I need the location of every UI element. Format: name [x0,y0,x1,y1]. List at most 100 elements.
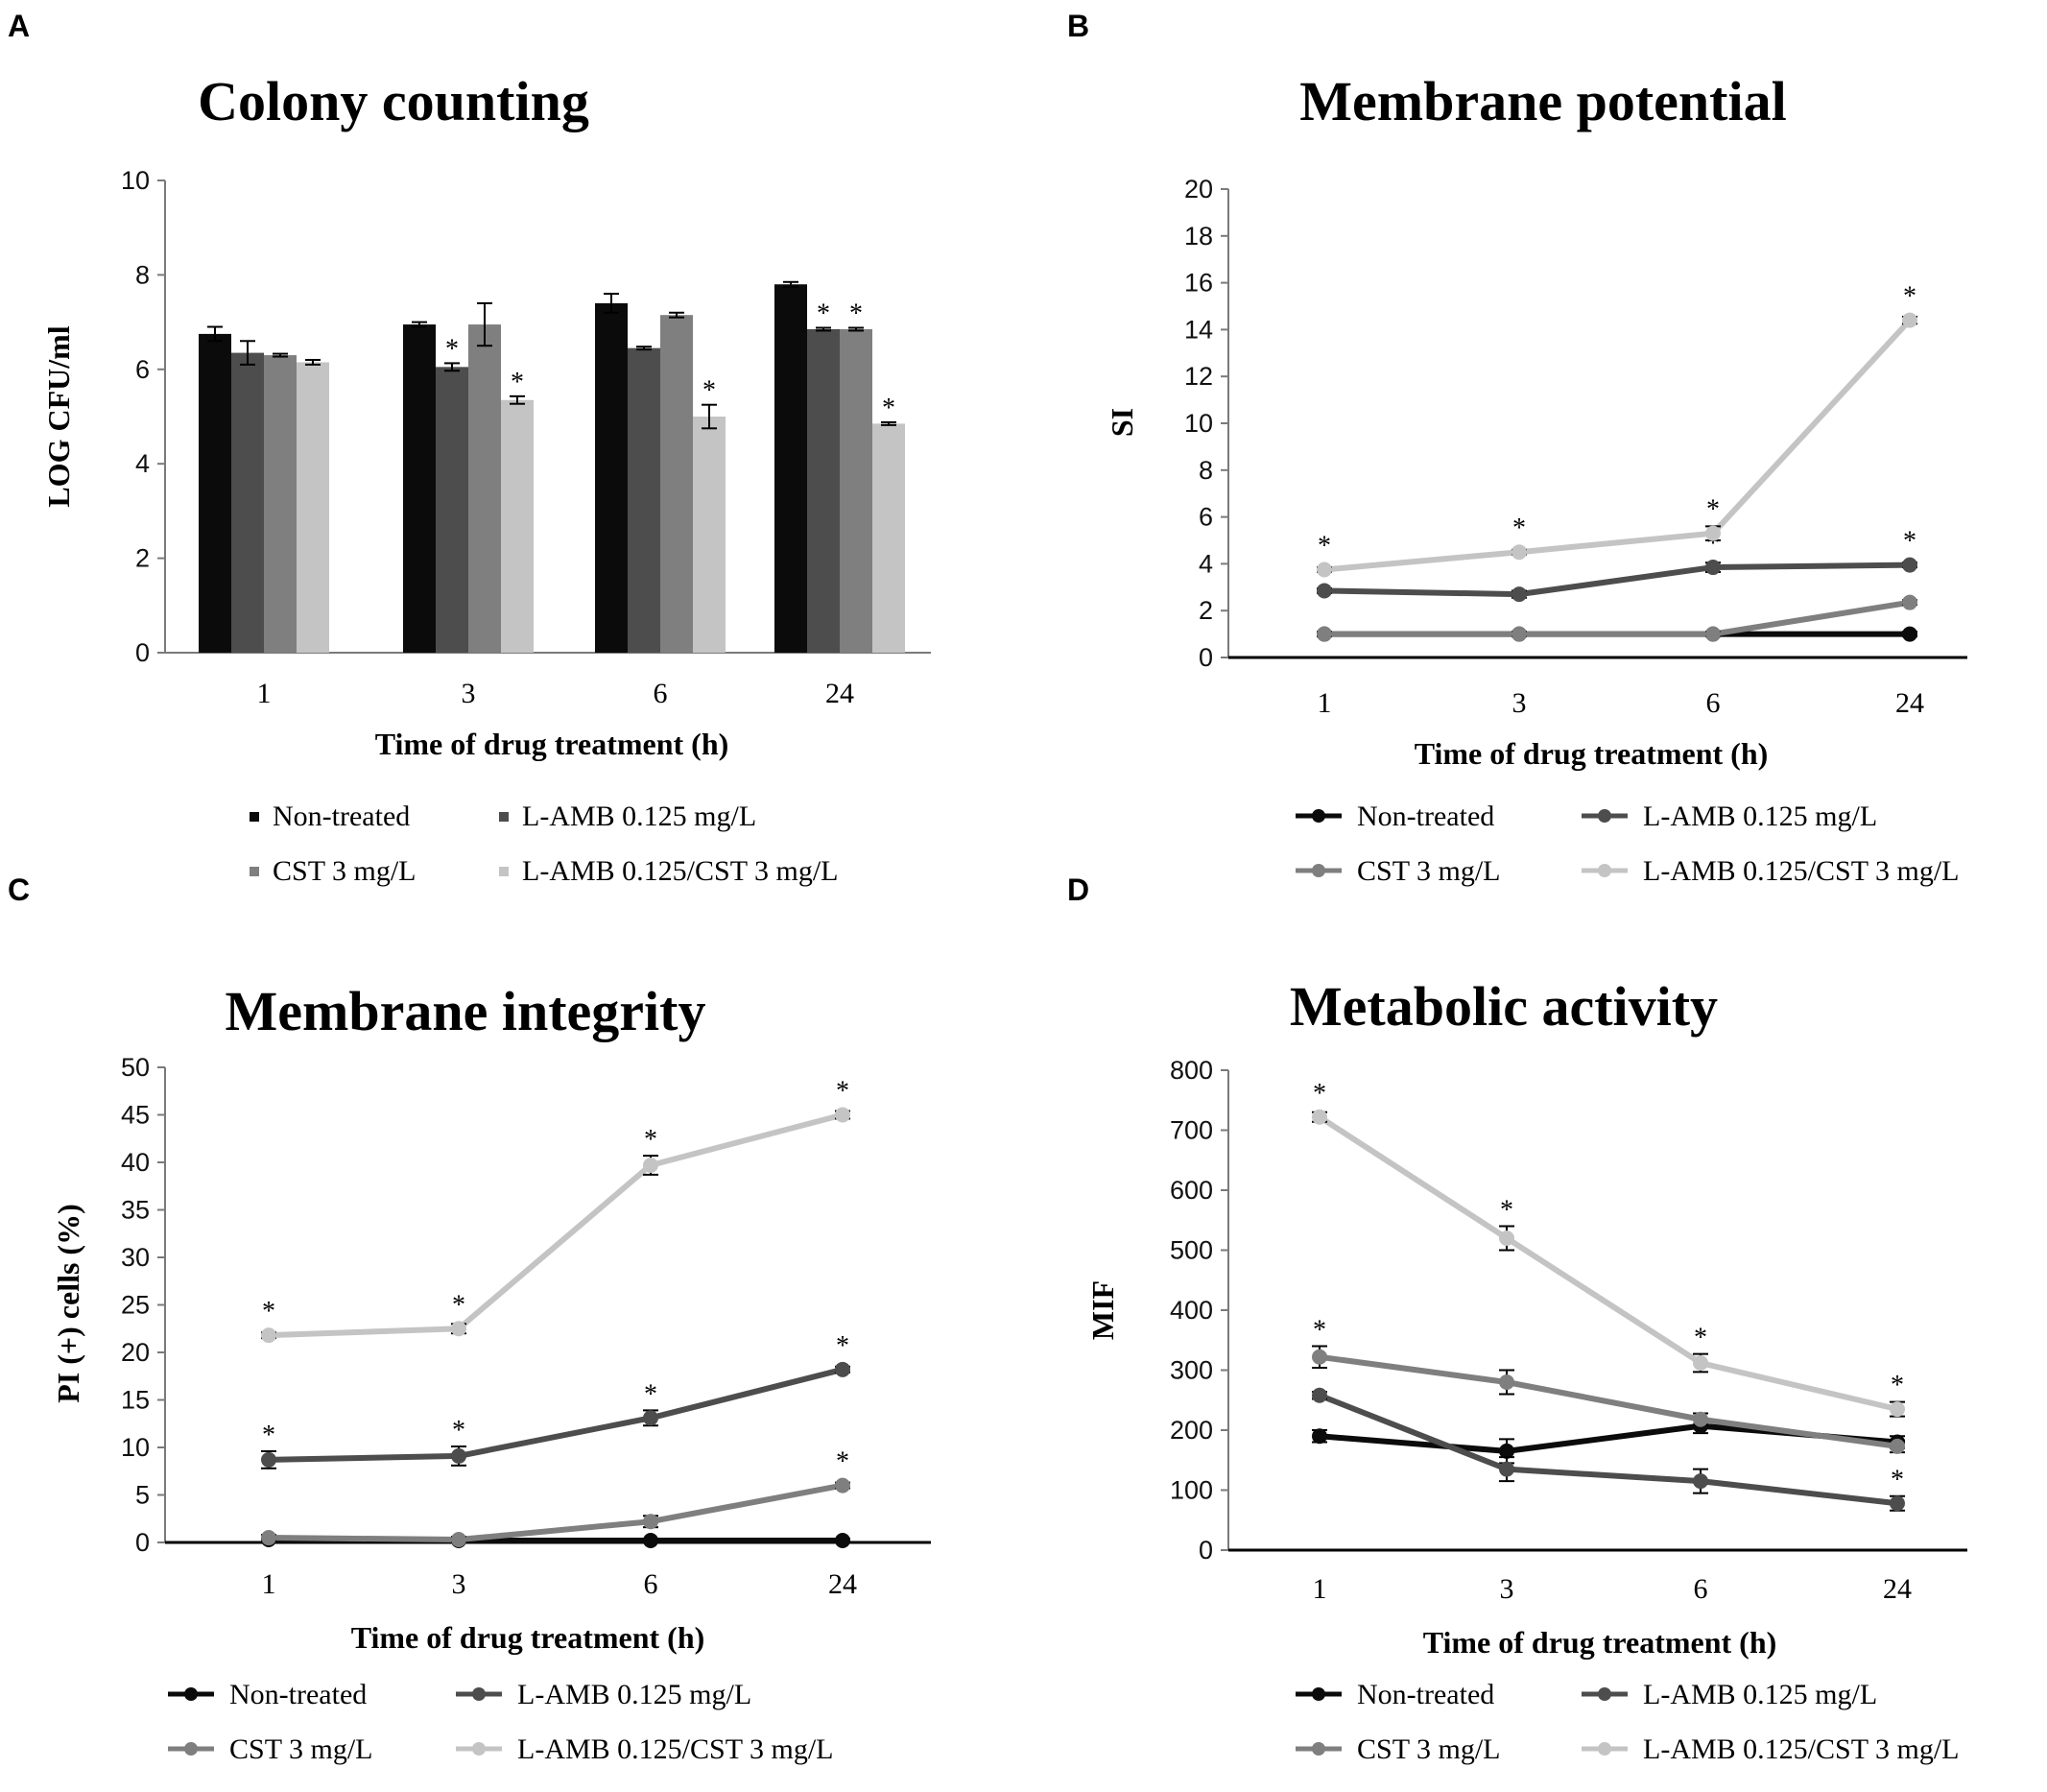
panel-d-series-line [1318,1114,1898,1413]
panel-c-significance-mark: * [836,1331,849,1361]
panel-b-legend-label: L-AMB 0.125 mg/L [1643,800,1877,832]
panel-a-bar [436,367,468,653]
panel-a-y-label: LOG CFU/ml [41,325,76,507]
panel-b-legend-label: L-AMB 0.125/CST 3 mg/L [1643,855,1959,887]
panel-b-x-label: Time of drug treatment (h) [1415,736,1769,771]
panel-d-series-line [1319,1353,1898,1449]
panel-a-y-tick-label: 2 [135,544,150,573]
panel-a-letter: A [8,9,30,43]
panel-c-y-tick-label: 25 [121,1291,150,1320]
panel-b-y-tick-label: 18 [1184,222,1213,251]
panel-d-y-label: MIF [1085,1280,1120,1340]
panel-b-x-tick-label: 24 [1895,687,1924,719]
panel-d-data-point [1693,1411,1708,1427]
panel-b-legend-marker [1312,864,1325,877]
panel-b-data-point [1902,312,1917,328]
panel-a-legend-swatch [499,867,509,876]
panel-d-legend-label: Non-treated [1357,1679,1494,1710]
panel-c-y-tick-label: 20 [121,1338,150,1367]
panel-b-y-tick-label: 14 [1184,315,1213,344]
panel-d-legend-label: L-AMB 0.125 mg/L [1643,1679,1877,1710]
panel-a-legend-swatch [250,867,259,876]
panel-d-legend-marker [1312,1742,1325,1756]
panel-a-significance-mark: * [849,299,863,329]
panel-b-y-tick-label: 6 [1199,503,1213,532]
panel-a-significance-mark: * [511,368,524,397]
panel-c-data-point [451,1447,466,1464]
panel-d-data-point [1499,1231,1514,1246]
panel-a-significance-mark: * [882,394,895,423]
panel-b-y-tick-label: 2 [1199,596,1213,625]
panel-b-legend-marker [1598,864,1611,877]
panel-d-x-tick-label: 24 [1883,1573,1912,1605]
panel-b-significance-mark: * [1903,282,1916,312]
panel-c-significance-mark: * [452,1416,465,1446]
panel-a-x-label: Time of drug treatment (h) [375,727,729,761]
panel-c: C Membrane integrity 0 5 10 15 20 25 30 35 40 45 50 1… [8,872,931,1765]
panel-d-x-tick-label: 3 [1500,1573,1514,1605]
panel-a-bar [468,324,501,653]
panel-d-data-point [1312,1109,1327,1125]
panel-c-data-point [261,1451,276,1468]
panel-d-legend-marker [1312,1687,1325,1701]
panel-b-data-point [1511,544,1527,561]
panel-c-data-point [835,1107,850,1123]
panel-b-data-point [1902,626,1917,642]
panel-b-significance-mark: * [1706,495,1720,525]
panel-b-y-tick-label: 4 [1199,549,1213,578]
panel-a-bar [807,328,840,653]
panel-c-data-point [261,1327,276,1344]
panel-d-y-tick-label: 300 [1170,1356,1213,1385]
panel-c-legend-label: Non-treated [229,1679,367,1710]
panel-a-y-tick-label: 10 [121,166,150,195]
panel-a-legend-swatch [250,812,259,822]
panel-c-data-point [261,1530,276,1546]
panel-b-legend: Non-treated L-AMB 0.125 mg/L CST 3 mg/L L-A… [1296,800,1959,887]
panel-d-legend-label: L-AMB 0.125/CST 3 mg/L [1643,1733,1959,1765]
panel-b-letter: B [1067,9,1089,43]
panel-c-x-tick-label: 24 [828,1568,857,1600]
panel-b-y-tick-label: 0 [1199,643,1213,672]
panel-c-y-tick-label: 10 [121,1433,150,1462]
panel-a-bar [231,352,264,653]
panel-a-y-tick-label: 4 [135,449,150,478]
panel-d-significance-mark: * [1313,1079,1326,1109]
panel-b-y-tick-label: 8 [1199,456,1213,485]
panel-b-series-line [1323,561,1911,598]
panel-b-y-label: SI [1105,408,1139,437]
panel-a-bar [403,324,436,653]
panel-b-data-point [1511,586,1527,603]
panel-a-bar [628,347,660,653]
panel-b-legend-marker [1312,809,1325,823]
panel-c-legend: Non-treated L-AMB 0.125 mg/L CST 3 mg/L L-A… [168,1679,833,1765]
panel-c-y-tick-label: 45 [121,1101,150,1130]
panel-d-legend-label: CST 3 mg/L [1357,1733,1500,1765]
panel-b-data-point [1902,594,1917,610]
panel-d-data-point [1499,1443,1514,1459]
panel-c-y-label: PI (+) cells (%) [51,1204,85,1403]
panel-a-y-tick-label: 8 [135,260,150,289]
panel-c-x-tick-label: 6 [644,1568,658,1600]
panel-d-significance-mark: * [1891,1465,1904,1494]
panel-d-data-point [1312,1387,1327,1403]
panel-a-legend-label: L-AMB 0.125 mg/L [522,800,756,832]
panel-a-significance-mark: * [817,299,830,329]
panel-a-x-tick-label: 1 [257,678,272,709]
panel-b-data-point [1317,561,1332,578]
panel-a-y-tick-label: 0 [135,638,150,667]
panel-d-y-tick-label: 0 [1199,1536,1213,1565]
panel-c-data-point [643,1533,658,1549]
panel-a-bar [595,302,628,653]
panel-b-data-point [1705,626,1721,642]
panel-a-bar [693,417,726,653]
panel-c-significance-mark: * [836,1077,849,1107]
panel-b-legend-label: CST 3 mg/L [1357,855,1500,887]
panel-b-significance-mark: * [1903,527,1916,557]
panel-d-significance-mark: * [1500,1196,1513,1226]
panel-a-significance-mark: * [702,376,716,406]
panel-c-y-tick-label: 0 [135,1528,150,1557]
panel-b-significance-mark: * [1512,514,1526,543]
panel-a-bar [297,362,329,653]
